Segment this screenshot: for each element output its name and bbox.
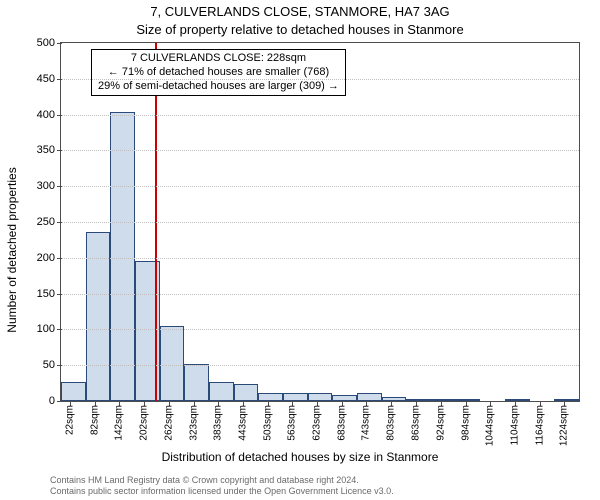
y-axis-label: Number of detached properties bbox=[5, 167, 19, 332]
x-tick-label: 803sqm bbox=[386, 405, 397, 441]
histogram-bar bbox=[234, 384, 259, 401]
x-axis-label: Distribution of detached houses by size … bbox=[0, 450, 600, 464]
x-tick-label: 22sqm bbox=[65, 405, 76, 435]
credit-line-2: Contains public sector information licen… bbox=[50, 486, 600, 496]
histogram-bar bbox=[61, 382, 86, 401]
y-tick-label: 250 bbox=[37, 216, 61, 228]
histogram-bar bbox=[406, 399, 431, 401]
x-tick-label: 443sqm bbox=[238, 405, 249, 441]
gridline bbox=[61, 79, 579, 80]
y-tick-label: 500 bbox=[37, 37, 61, 49]
info-line-3: 29% of semi-detached houses are larger (… bbox=[98, 80, 339, 94]
histogram-bar bbox=[308, 393, 333, 401]
histogram-plot: 7 CULVERLANDS CLOSE: 228sqm ← 71% of det… bbox=[60, 42, 580, 402]
gridline bbox=[61, 329, 579, 330]
credit-text: Contains HM Land Registry data © Crown c… bbox=[0, 475, 600, 496]
histogram-bar bbox=[160, 326, 185, 401]
gridline bbox=[61, 258, 579, 259]
x-tick-label: 683sqm bbox=[336, 405, 347, 441]
y-tick-label: 150 bbox=[37, 288, 61, 300]
info-line-1: 7 CULVERLANDS CLOSE: 228sqm bbox=[98, 52, 339, 66]
y-tick-label: 350 bbox=[37, 144, 61, 156]
histogram-bar bbox=[110, 112, 135, 401]
y-tick-label: 200 bbox=[37, 252, 61, 264]
x-tick-label: 623sqm bbox=[312, 405, 323, 441]
gridline bbox=[61, 115, 579, 116]
gridline bbox=[61, 150, 579, 151]
y-tick-label: 450 bbox=[37, 73, 61, 85]
histogram-bar bbox=[209, 382, 234, 401]
histogram-bar bbox=[554, 399, 579, 401]
x-tick-label: 743sqm bbox=[361, 405, 372, 441]
x-tick-label: 1044sqm bbox=[485, 405, 496, 446]
gridline bbox=[61, 222, 579, 223]
x-tick-label: 142sqm bbox=[114, 405, 125, 441]
y-tick-label: 50 bbox=[43, 359, 61, 371]
gridline bbox=[61, 186, 579, 187]
histogram-bar bbox=[332, 395, 357, 401]
x-tick-label: 82sqm bbox=[89, 405, 100, 435]
y-tick-label: 400 bbox=[37, 109, 61, 121]
y-tick-label: 100 bbox=[37, 323, 61, 335]
histogram-bar bbox=[184, 364, 209, 401]
x-tick-label: 383sqm bbox=[213, 405, 224, 441]
histogram-bar bbox=[258, 393, 283, 401]
x-tick-label: 1224sqm bbox=[559, 405, 570, 446]
y-tick-label: 0 bbox=[49, 395, 61, 407]
x-tick-label: 1164sqm bbox=[534, 405, 545, 445]
x-tick-label: 863sqm bbox=[410, 405, 421, 441]
x-tick-label: 1104sqm bbox=[509, 405, 520, 445]
property-info-box: 7 CULVERLANDS CLOSE: 228sqm ← 71% of det… bbox=[91, 49, 346, 96]
x-tick-label: 984sqm bbox=[460, 405, 471, 441]
x-tick-label: 262sqm bbox=[163, 405, 174, 441]
histogram-bar bbox=[505, 399, 530, 401]
title-main: 7, CULVERLANDS CLOSE, STANMORE, HA7 3AG bbox=[0, 4, 600, 19]
credit-line-1: Contains HM Land Registry data © Crown c… bbox=[50, 475, 600, 485]
histogram-bar bbox=[283, 393, 308, 401]
x-tick-label: 202sqm bbox=[139, 405, 150, 441]
y-tick-label: 300 bbox=[37, 180, 61, 192]
x-tick-label: 924sqm bbox=[435, 405, 446, 441]
histogram-bar bbox=[382, 397, 407, 401]
title-sub: Size of property relative to detached ho… bbox=[0, 22, 600, 37]
x-tick-label: 323sqm bbox=[188, 405, 199, 441]
gridline bbox=[61, 294, 579, 295]
x-tick-label: 503sqm bbox=[262, 405, 273, 441]
histogram-bar bbox=[456, 399, 481, 401]
x-tick-label: 563sqm bbox=[287, 405, 298, 441]
gridline bbox=[61, 365, 579, 366]
histogram-bar bbox=[431, 399, 456, 401]
histogram-bar bbox=[357, 393, 382, 401]
info-line-2: ← 71% of detached houses are smaller (76… bbox=[98, 66, 339, 80]
